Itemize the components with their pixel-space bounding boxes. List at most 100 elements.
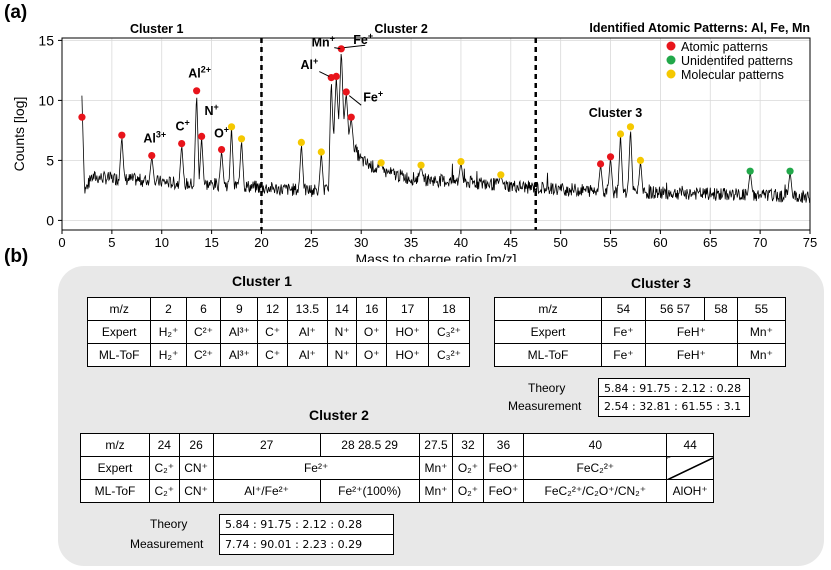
table-cell: ML-ToF	[80, 479, 150, 503]
table-cell: HO⁺	[386, 320, 429, 344]
table-cell: Fe²⁺	[212, 456, 420, 480]
table-cell: m/z	[80, 433, 150, 457]
table-cell: O₂⁺	[452, 479, 484, 503]
peak-marker-atomic	[347, 113, 355, 121]
table-cell: 12	[257, 297, 288, 321]
cluster1-table: m/z 2 6 9 12 13.5 14 16 17 18 Expert H₂⁺…	[86, 297, 471, 367]
table-cell: C₂⁺	[149, 456, 180, 480]
table-cell: C⁺	[257, 343, 288, 367]
cluster3-theory-label: Theory	[528, 381, 566, 395]
cluster2-title: Cluster 2	[309, 407, 369, 423]
x-tick-label: 25	[304, 235, 318, 250]
peak-marker-molecular	[417, 161, 425, 169]
peak-marker-molecular	[227, 123, 236, 131]
peak-marker-atomic	[193, 87, 201, 95]
table-cell: FeC₂²⁺/C₂O⁺/CN₂⁺	[523, 479, 668, 503]
table-cell: H₂⁺	[150, 320, 187, 344]
x-tick-label: 10	[154, 235, 168, 250]
table-row: Expert Fe⁺ FeH⁺ Mn⁺	[494, 320, 787, 344]
peak-marker-molecular	[616, 130, 625, 138]
table-cell: Al⁺/Fe²⁺	[212, 479, 321, 503]
peak-marker-atomic	[606, 153, 615, 161]
table-cell: m/z	[494, 297, 602, 321]
x-tick-label: 35	[404, 235, 418, 250]
table-cell: N⁺	[326, 320, 358, 344]
cluster2-measurement-value: 7.74 : 90.01 : 2.23 : 0.29	[219, 534, 394, 555]
table-row: ML-ToF H₂⁺ C²⁺ Al³⁺ C⁺ Al⁺ N⁺ O⁺ HO⁺ C₃²…	[86, 343, 471, 367]
legend-entry: Molecular patterns	[681, 68, 784, 82]
table-cell: 56 57	[644, 297, 706, 321]
x-tick-label: 20	[254, 235, 268, 250]
table-cell: 32	[452, 433, 484, 457]
table-cell: C₃²⁺	[427, 320, 471, 344]
y-tick-label: 10	[38, 92, 54, 108]
peak-marker-molecular	[237, 135, 246, 143]
table-cell: Al⁺	[286, 343, 328, 367]
peak-annotation: Al2+	[188, 65, 211, 81]
y-axis-label: Counts [log]	[11, 97, 27, 172]
cluster-label: Cluster 3	[589, 106, 643, 120]
legend-title: Identified Atomic Patterns: Al, Fe, Mn	[589, 21, 810, 35]
table-cell: 18	[427, 297, 471, 321]
legend-entry: Atomic patterns	[681, 40, 768, 54]
mass-spectrum-chart: 0 5 10 15 20 25 30 35 40 45 50 55 60 65 70 75 0 5 10 15 Mass…	[11, 21, 817, 262]
table-cell: 14	[326, 297, 358, 321]
table-cell: 40	[523, 433, 668, 457]
table-cell: Al³⁺	[220, 343, 259, 367]
peak-marker-unidentified	[786, 167, 794, 175]
table-cell: 13.5	[286, 297, 328, 321]
table-cell: Expert	[80, 456, 150, 480]
table-cell: Fe⁺	[601, 320, 646, 344]
table-cell: 2	[150, 297, 187, 321]
table-cell: HO⁺	[386, 343, 429, 367]
peak-marker-molecular	[297, 138, 305, 146]
table-row: ML-ToF C₂⁺ CN⁺ Al⁺/Fe²⁺ Fe²⁺(100%) Mn⁺ O…	[80, 479, 714, 503]
cluster3-theory-value: 5.84 : 91.75 : 2.12 : 0.28	[598, 378, 750, 399]
legend-marker	[666, 41, 676, 51]
table-row: m/z 24 26 27 28 28.5 29 27.5 32 36 40 44	[80, 433, 714, 457]
table-cell: ML-ToF	[86, 343, 152, 367]
cluster2-measurement-label: Measurement	[130, 537, 204, 551]
table-cell-diagonal	[666, 456, 714, 480]
table-cell: Mn⁺	[418, 479, 454, 503]
table-cell: C₂⁺	[149, 479, 180, 503]
peak-marker-atomic	[337, 45, 345, 53]
table-cell: Fe²⁺(100%)	[319, 479, 420, 503]
annotation-arrow	[344, 44, 366, 49]
panel-b-label: (b)	[4, 246, 29, 267]
peak-annotation: Fe+	[353, 31, 373, 47]
table-cell: O₂⁺	[452, 456, 484, 480]
peak-marker-molecular	[636, 156, 645, 164]
table-cell: 55	[736, 297, 787, 321]
table-cell: 26	[178, 433, 214, 457]
x-tick-label: 30	[354, 235, 368, 250]
peak-marker-unidentified	[746, 167, 754, 175]
peak-annotation: Fe+	[363, 89, 383, 105]
panel-a-label: (a)	[4, 2, 28, 23]
peak-marker-atomic	[217, 146, 226, 154]
table-cell: C²⁺	[185, 343, 222, 367]
table-cell: H₂⁺	[150, 343, 187, 367]
peak-annotation: Mn+	[312, 33, 335, 49]
x-tick-label: 55	[603, 235, 617, 250]
table-cell: 36	[482, 433, 525, 457]
peak-marker-atomic	[342, 88, 350, 96]
table-row: Expert C₂⁺ CN⁺ Fe²⁺ Mn⁺ O₂⁺ FeO⁺ FeC₂²⁺	[80, 456, 714, 480]
peak-marker-molecular	[377, 159, 385, 167]
x-tick-label: 5	[108, 235, 115, 250]
peak-annotation: N+	[204, 102, 218, 118]
table-cell: C²⁺	[185, 320, 222, 344]
table-cell: C⁺	[257, 320, 288, 344]
x-tick-label: 0	[58, 235, 65, 250]
legend-marker	[666, 55, 676, 65]
cluster2-theory-label: Theory	[150, 517, 188, 531]
table-cell: N⁺	[326, 343, 358, 367]
peak-marker-atomic	[148, 152, 156, 160]
table-cell: Mn⁺	[418, 456, 454, 480]
table-cell: FeC₂²⁺	[523, 456, 668, 480]
table-cell: CN⁺	[178, 479, 214, 503]
cluster-label: Cluster 1	[130, 22, 184, 36]
y-tick-label: 15	[38, 32, 54, 48]
x-tick-label: 65	[703, 235, 717, 250]
table-cell: 17	[386, 297, 429, 321]
